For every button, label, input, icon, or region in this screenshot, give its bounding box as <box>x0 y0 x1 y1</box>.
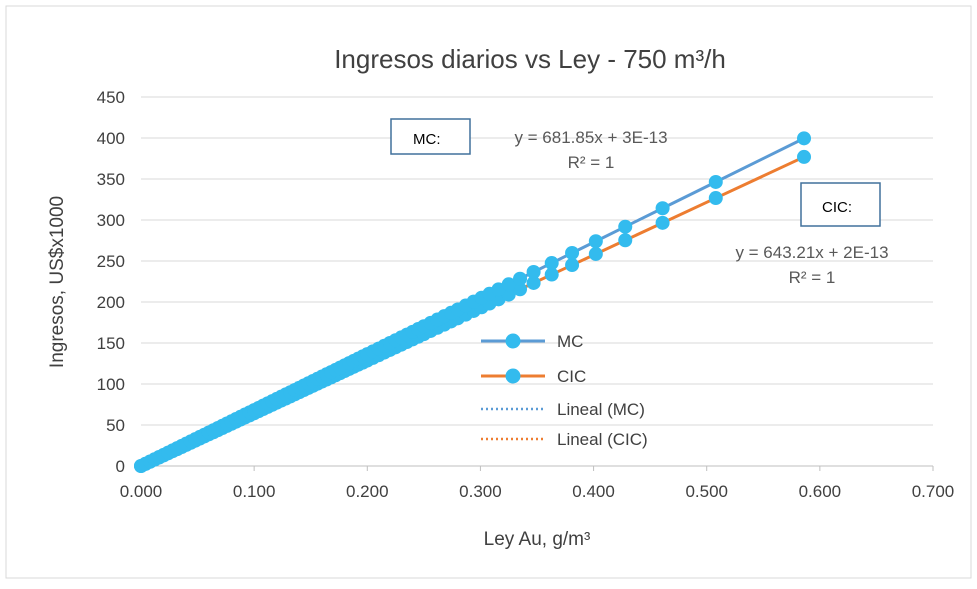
mc-trendline-equation: y = 681.85x + 3E-13 <box>514 128 667 147</box>
legend-mc-marker <box>505 333 521 349</box>
legend-cic-label: CIC <box>557 367 586 386</box>
mc-trendline-r2: R² = 1 <box>568 153 615 172</box>
data-point-cic <box>513 282 528 297</box>
x-tick-label: 0.200 <box>346 482 389 501</box>
data-point-cic <box>588 246 603 261</box>
series-layer <box>134 131 812 473</box>
data-point-mc <box>544 256 559 271</box>
data-point-cic <box>618 233 633 248</box>
data-point-cic <box>565 258 580 273</box>
data-point-cic <box>526 275 541 290</box>
legend-cic-trend-label: Lineal (CIC) <box>557 430 648 449</box>
legend: MC CIC Lineal (MC) Lineal (CIC) <box>481 332 648 449</box>
y-axis-title: Ingresos, US$x1000 <box>47 196 68 368</box>
cic-textbox-label: CIC: <box>822 199 852 216</box>
y-tick-label: 100 <box>97 375 125 394</box>
legend-cic-marker <box>505 368 521 384</box>
mc-textbox <box>390 118 471 155</box>
y-tick-label: 300 <box>97 211 125 230</box>
data-point-cic <box>708 191 723 206</box>
data-point-mc <box>655 201 670 216</box>
cic-trendline-equation: y = 643.21x + 2E-13 <box>735 243 888 262</box>
x-tick-label: 0.400 <box>572 482 615 501</box>
trendline-mc <box>140 137 805 467</box>
data-point-mc <box>513 271 528 286</box>
x-tick-label: 0.000 <box>120 482 163 501</box>
y-tick-label: 350 <box>97 170 125 189</box>
axes: 0 50 100 150 200 250 300 350 400 450 0.000 0.100 0.2… <box>97 88 955 501</box>
y-tick-label: 150 <box>97 334 125 353</box>
data-point-mc <box>501 277 516 292</box>
y-tick-label: 200 <box>97 293 125 312</box>
data-point-mc <box>618 219 633 234</box>
cic-textbox <box>800 182 881 227</box>
y-tick-label: 0 <box>116 457 125 476</box>
cic-trendline-r2: R² = 1 <box>789 268 836 287</box>
data-point-mc <box>797 131 812 146</box>
data-point-mc <box>588 234 603 249</box>
x-tick-label: 0.100 <box>233 482 276 501</box>
x-tick-label: 0.500 <box>685 482 728 501</box>
y-tick-label: 50 <box>106 416 125 435</box>
x-axis-title: Ley Au, g/m³ <box>484 529 591 550</box>
y-tick-label: 450 <box>97 88 125 107</box>
data-point-mc <box>565 245 580 260</box>
y-tick-label: 400 <box>97 129 125 148</box>
data-point-cic <box>544 267 559 282</box>
data-point-mc <box>708 174 723 189</box>
mc-textbox-label: MC: <box>413 131 441 148</box>
y-tick-label: 250 <box>97 252 125 271</box>
chart-title: Ingresos diarios vs Ley - 750 m³/h <box>334 44 726 74</box>
x-tick-label: 0.300 <box>459 482 502 501</box>
x-tick-label: 0.700 <box>912 482 955 501</box>
data-point-mc <box>526 264 541 279</box>
data-point-cic <box>797 149 812 164</box>
x-tick-label: 0.600 <box>799 482 842 501</box>
data-point-cic <box>655 215 670 230</box>
legend-mc-label: MC <box>557 332 583 351</box>
legend-mc-trend-label: Lineal (MC) <box>557 400 645 419</box>
